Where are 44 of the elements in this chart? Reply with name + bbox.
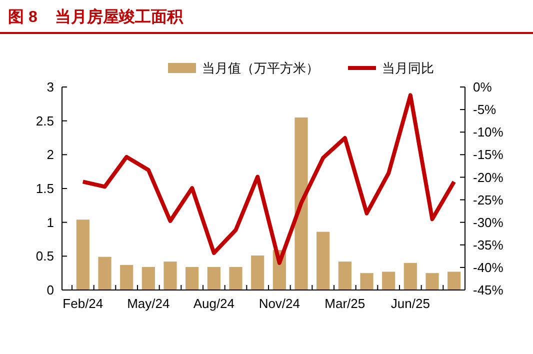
- y2-tick-label: 0%: [473, 80, 492, 95]
- bar: [294, 117, 308, 290]
- y-tick-label: 0: [46, 282, 54, 298]
- bar: [448, 272, 461, 290]
- x-tick-label: Nov/24: [258, 296, 300, 311]
- bar: [207, 266, 220, 290]
- bar: [338, 262, 352, 290]
- bar: [76, 220, 90, 290]
- bar: [142, 266, 155, 290]
- x-tick-label: Jun/25: [390, 296, 430, 311]
- y2-tick-label: -35%: [473, 237, 504, 252]
- x-tick-label: May/24: [127, 296, 170, 311]
- bar: [229, 266, 242, 290]
- bar: [316, 232, 330, 290]
- bar: [98, 256, 112, 290]
- chart-title: 图 8 当月房屋竣工面积: [8, 7, 184, 26]
- legend-label: 当月值（万平方米）: [202, 60, 319, 76]
- y2-tick-label: -25%: [473, 192, 504, 208]
- y2-tick-label: -40%: [473, 260, 504, 275]
- bar: [186, 266, 199, 290]
- y-tick-label: 3: [46, 80, 54, 95]
- bar: [164, 262, 177, 290]
- y2-tick-label: -10%: [473, 124, 504, 140]
- y2-tick-label: -45%: [473, 282, 504, 298]
- bar: [426, 273, 439, 290]
- y-tick-label: 2: [46, 147, 54, 162]
- y-tick-label: 0.5: [36, 248, 54, 264]
- line-series: [80, 93, 456, 265]
- y2-tick-label: -15%: [473, 147, 504, 162]
- bar: [251, 255, 264, 290]
- bar: [360, 273, 374, 290]
- bar: [120, 264, 134, 290]
- y2-tick-label: -20%: [473, 170, 504, 185]
- y2-tick-label: -5%: [473, 102, 497, 118]
- x-tick-label: Mar/25: [324, 296, 366, 311]
- x-tick-label: Aug/24: [193, 296, 235, 311]
- y2-tick-label: -30%: [473, 214, 504, 230]
- bar: [382, 272, 396, 290]
- y-tick-label: 1: [46, 214, 54, 230]
- y-tick-label: 2.5: [36, 113, 54, 128]
- y-tick-label: 1.5: [36, 181, 54, 196]
- bar: [404, 262, 417, 290]
- legend-label: 当月同比: [382, 60, 434, 76]
- x-tick-label: Feb/24: [62, 296, 104, 311]
